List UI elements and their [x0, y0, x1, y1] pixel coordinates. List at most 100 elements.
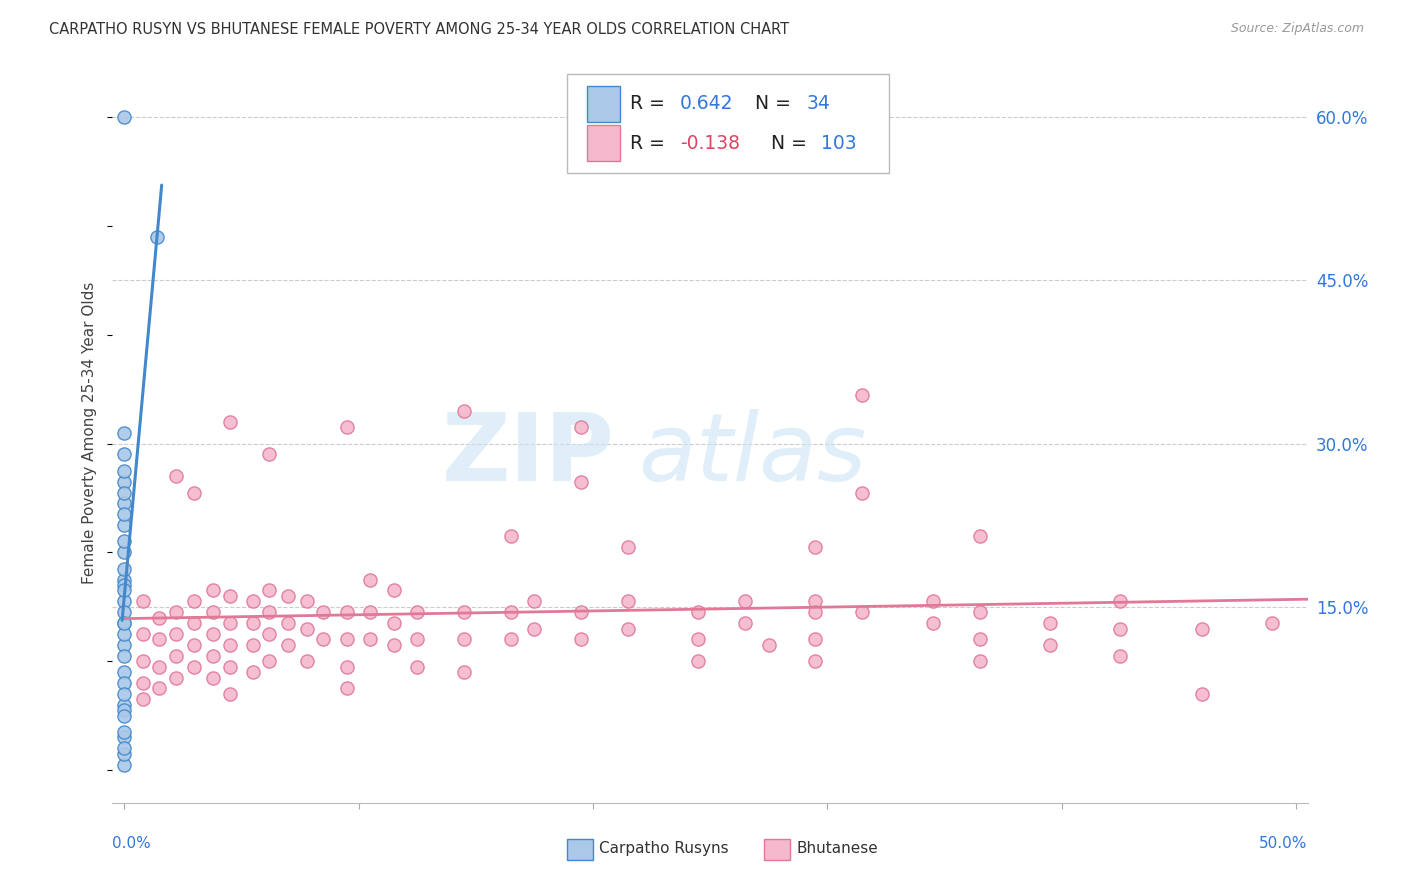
Point [112, 731, 135, 745]
Point [569, 475, 592, 489]
Point [851, 605, 873, 619]
Point [202, 671, 225, 685]
Point [523, 622, 546, 636]
Point [112, 665, 135, 680]
Point [112, 676, 135, 690]
Point [295, 654, 318, 668]
Point [202, 648, 225, 663]
Point [132, 654, 155, 668]
Text: atlas: atlas [638, 409, 866, 500]
Point [758, 638, 780, 652]
Point [112, 687, 135, 701]
Point [1191, 622, 1213, 636]
Point [277, 589, 299, 603]
Point [259, 627, 281, 641]
Text: ZIP: ZIP [441, 409, 614, 500]
Point [112, 485, 135, 500]
Point [242, 665, 264, 680]
Point [359, 632, 381, 647]
Point [112, 757, 135, 772]
Point [112, 475, 135, 489]
Point [112, 698, 135, 712]
Point [132, 627, 155, 641]
Text: Source: ZipAtlas.com: Source: ZipAtlas.com [1230, 22, 1364, 36]
Point [218, 415, 240, 429]
Point [851, 387, 873, 401]
Point [148, 659, 170, 673]
Point [165, 605, 187, 619]
Point [112, 110, 135, 124]
Point [569, 420, 592, 434]
Point [112, 594, 135, 608]
Text: R =: R = [630, 95, 671, 113]
Point [406, 605, 429, 619]
Point [295, 622, 318, 636]
Point [382, 638, 405, 652]
Point [202, 627, 225, 641]
Text: N =: N = [755, 95, 797, 113]
Point [112, 464, 135, 478]
Point [969, 529, 991, 543]
Point [969, 632, 991, 647]
Point [218, 589, 240, 603]
Point [112, 583, 135, 598]
Point [1039, 638, 1062, 652]
Point [112, 703, 135, 717]
Point [112, 508, 135, 522]
Point [617, 540, 640, 554]
Point [165, 671, 187, 685]
Y-axis label: Female Poverty Among 25-34 Year Olds: Female Poverty Among 25-34 Year Olds [82, 282, 97, 583]
Point [499, 632, 522, 647]
Point [112, 534, 135, 549]
Text: -0.138: -0.138 [681, 134, 740, 153]
Point [453, 605, 475, 619]
FancyBboxPatch shape [567, 839, 593, 860]
Point [688, 632, 710, 647]
Point [277, 638, 299, 652]
Point [112, 747, 135, 761]
Point [569, 605, 592, 619]
Point [112, 616, 135, 631]
Text: 34: 34 [807, 95, 831, 113]
Point [112, 741, 135, 756]
Point [242, 616, 264, 631]
Point [569, 632, 592, 647]
Point [218, 659, 240, 673]
Point [148, 611, 170, 625]
Point [688, 654, 710, 668]
Point [132, 676, 155, 690]
Point [969, 605, 991, 619]
Point [183, 485, 205, 500]
Point [851, 485, 873, 500]
Point [218, 687, 240, 701]
Point [112, 545, 135, 559]
Point [132, 594, 155, 608]
Point [183, 638, 205, 652]
Point [1039, 616, 1062, 631]
Point [312, 605, 335, 619]
Point [112, 518, 135, 533]
Point [804, 540, 827, 554]
Text: 103: 103 [821, 134, 856, 153]
Point [734, 594, 756, 608]
Point [499, 605, 522, 619]
Text: Bhutanese: Bhutanese [796, 841, 877, 856]
Point [112, 708, 135, 723]
Point [1261, 616, 1284, 631]
FancyBboxPatch shape [586, 87, 620, 121]
Text: 0.642: 0.642 [681, 95, 734, 113]
Point [804, 605, 827, 619]
Point [617, 594, 640, 608]
Point [259, 654, 281, 668]
Point [453, 665, 475, 680]
Point [148, 681, 170, 696]
Point [499, 529, 522, 543]
Point [921, 594, 943, 608]
Point [112, 447, 135, 461]
Point [336, 605, 359, 619]
Point [453, 404, 475, 418]
Point [112, 562, 135, 576]
Text: CARPATHO RUSYN VS BHUTANESE FEMALE POVERTY AMONG 25-34 YEAR OLDS CORRELATION CHA: CARPATHO RUSYN VS BHUTANESE FEMALE POVER… [49, 22, 789, 37]
Point [112, 638, 135, 652]
Point [382, 616, 405, 631]
